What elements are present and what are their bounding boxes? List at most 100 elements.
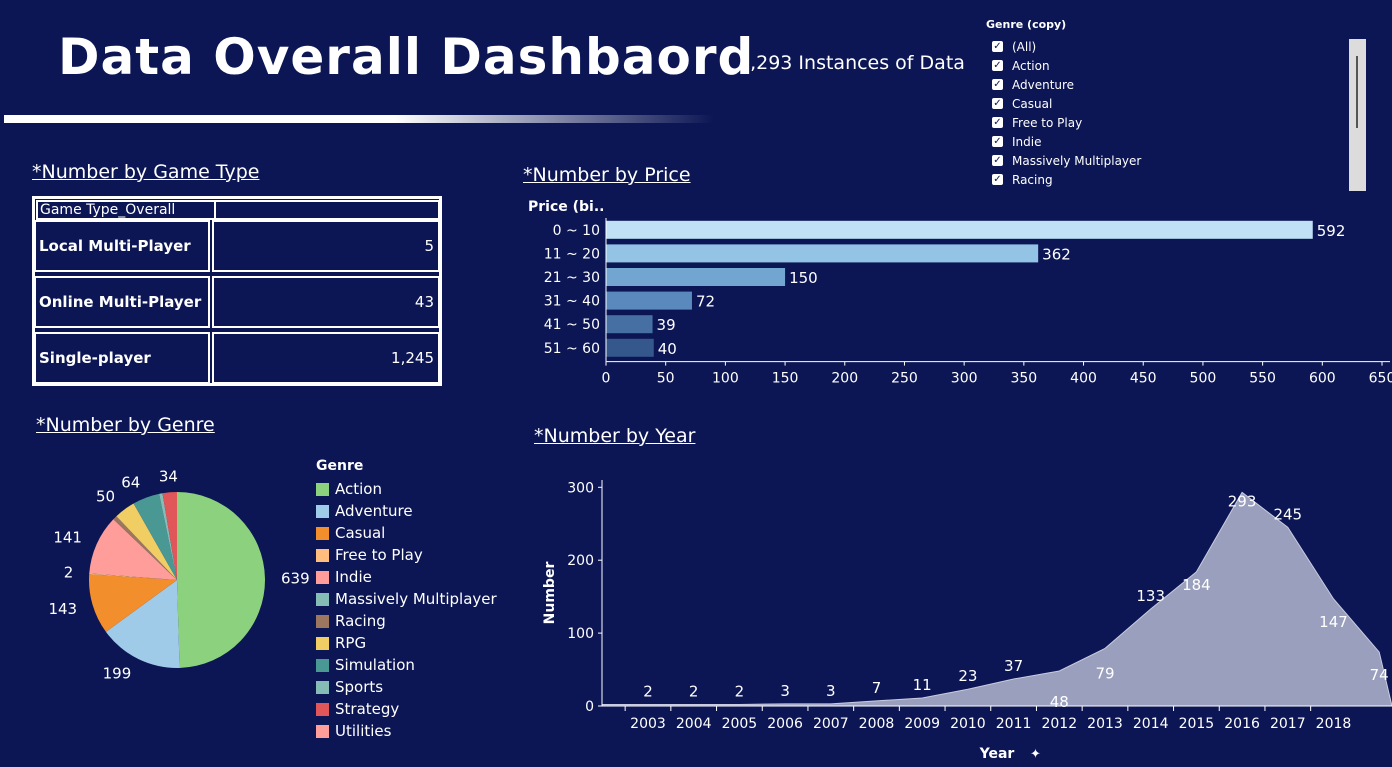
filter-option[interactable]: ✓ Adventure — [984, 75, 1368, 94]
checkbox-checked-icon[interactable]: ✓ — [992, 79, 1003, 90]
legend-item[interactable]: Adventure — [316, 500, 497, 522]
legend-label: Casual — [335, 524, 386, 542]
table-header: Game Type_Overall — [36, 200, 216, 220]
pie-slice[interactable] — [116, 503, 177, 580]
price-x-tick-label: 400 — [1070, 371, 1097, 387]
pie-slice[interactable] — [113, 516, 177, 580]
legend-item[interactable]: Utilities — [316, 720, 497, 742]
year-point-label: 245 — [1273, 505, 1302, 523]
legend-swatch — [316, 702, 329, 716]
legend-swatch — [316, 592, 329, 606]
year-point-label: 79 — [1095, 664, 1114, 682]
price-x-tick-label: 500 — [1190, 371, 1217, 387]
legend-item[interactable]: Indie — [316, 566, 497, 588]
checkbox-checked-icon[interactable]: ✓ — [992, 41, 1003, 52]
legend-swatch — [316, 548, 329, 562]
year-point-label: 3 — [780, 682, 790, 700]
price-bar[interactable] — [606, 315, 653, 334]
pie-slice[interactable] — [133, 493, 177, 580]
filter-option-label: (All) — [1012, 39, 1037, 54]
year-point-label: 37 — [1004, 657, 1023, 675]
legend-item[interactable]: Action — [316, 478, 497, 500]
price-bar[interactable] — [606, 268, 786, 286]
price-category-label: 41 ~ 50 — [544, 317, 600, 333]
table-header-value — [214, 200, 440, 220]
pie-slice[interactable] — [105, 580, 180, 668]
checkbox-checked-icon[interactable]: ✓ — [992, 98, 1003, 109]
price-category-label: 31 ~ 40 — [544, 294, 600, 310]
filter-title: Genre (copy) — [986, 18, 1067, 31]
checkbox-checked-icon[interactable]: ✓ — [992, 155, 1003, 166]
section-title-game-type: *Number by Game Type — [32, 161, 260, 183]
legend-label: Racing — [335, 612, 386, 630]
price-x-tick-label: 200 — [831, 371, 858, 387]
legend-item[interactable]: Strategy — [316, 698, 497, 720]
year-x-tick-label: 2005 — [722, 716, 758, 732]
pie-slice[interactable] — [177, 492, 265, 668]
pin-icon[interactable]: ✦ — [1030, 747, 1041, 762]
filter-option[interactable]: ✓ Racing — [984, 170, 1368, 189]
price-bar[interactable] — [606, 244, 1039, 263]
pie-slice[interactable] — [89, 519, 177, 580]
filter-option[interactable]: ✓ Massively Multiplayer — [984, 151, 1368, 170]
year-point-label: 2 — [689, 683, 699, 701]
pie-data-label: 34 — [159, 467, 178, 485]
legend-item[interactable]: RPG — [316, 632, 497, 654]
price-bar[interactable] — [606, 338, 654, 357]
legend-item[interactable]: Casual — [316, 522, 497, 544]
checkbox-checked-icon[interactable]: ✓ — [992, 136, 1003, 147]
price-bar[interactable] — [606, 291, 692, 310]
price-bar-value: 592 — [1317, 222, 1346, 240]
filter-option[interactable]: ✓ Indie — [984, 132, 1368, 151]
year-x-tick-label: 2003 — [630, 716, 666, 732]
filter-option-label: Racing — [1012, 172, 1053, 187]
section-title-price: *Number by Price — [523, 164, 691, 186]
year-point-label: 74 — [1370, 666, 1389, 684]
table-row-label: Local Multi-Player — [34, 220, 210, 272]
year-x-tick-label: 2015 — [1179, 716, 1215, 732]
legend-item[interactable]: Massively Multiplayer — [316, 588, 497, 610]
year-point-label: 2 — [643, 683, 653, 701]
legend-label: Simulation — [335, 656, 415, 674]
pie-slice[interactable] — [159, 493, 177, 580]
legend-label: Adventure — [335, 502, 413, 520]
genre-filter: Genre (copy) ✓ (All) ✓ Action ✓ Adventure ✓ Cas… — [984, 18, 1368, 192]
year-area[interactable] — [601, 491, 1392, 707]
legend-swatch — [316, 570, 329, 584]
year-point-label: 48 — [1050, 693, 1069, 711]
year-x-tick-label: 2012 — [1041, 716, 1077, 732]
price-bar-value: 150 — [789, 269, 818, 287]
pie-slice[interactable] — [89, 574, 177, 632]
checkbox-checked-icon[interactable]: ✓ — [992, 174, 1003, 185]
genre-pie-chart: 639 199 143 2 141 50 64 34 — [48, 467, 309, 682]
legend-item[interactable]: Free to Play — [316, 544, 497, 566]
legend-item[interactable]: Simulation — [316, 654, 497, 676]
pie-slice[interactable] — [162, 492, 177, 580]
legend-label: Strategy — [335, 700, 400, 718]
price-x-tick-label: 600 — [1309, 371, 1336, 387]
legend-item[interactable]: Racing — [316, 610, 497, 632]
pie-data-label: 199 — [103, 664, 132, 682]
checkbox-checked-icon[interactable]: ✓ — [992, 117, 1003, 128]
legend-label: Action — [335, 480, 382, 498]
legend-swatch — [316, 658, 329, 672]
year-x-axis-title: Year — [979, 746, 1015, 762]
instances-count: 1,293 Instances of Data — [738, 52, 965, 74]
filter-option-label: Massively Multiplayer — [1012, 153, 1142, 168]
dashboard-title: Data Overall Dashbaord — [58, 28, 755, 86]
price-bar[interactable] — [606, 220, 1313, 239]
legend-swatch — [316, 636, 329, 650]
checkbox-checked-icon[interactable]: ✓ — [992, 60, 1003, 71]
filter-scrollbar-thumb[interactable] — [1356, 56, 1358, 128]
filter-option[interactable]: ✓ Action — [984, 56, 1368, 75]
filter-option[interactable]: ✓ Free to Play — [984, 113, 1368, 132]
pie-slice[interactable] — [89, 573, 177, 580]
filter-option[interactable]: ✓ (All) — [984, 37, 1368, 56]
year-x-tick-label: 2007 — [813, 716, 849, 732]
price-bar-value: 40 — [658, 340, 677, 358]
legend-item[interactable]: Sports — [316, 676, 497, 698]
year-point-label: 293 — [1228, 492, 1257, 510]
genre-legend: Genre Action Adventure Casual Free to Play I… — [316, 458, 497, 742]
filter-option[interactable]: ✓ Casual — [984, 94, 1368, 113]
filter-option-label: Indie — [1012, 134, 1042, 149]
